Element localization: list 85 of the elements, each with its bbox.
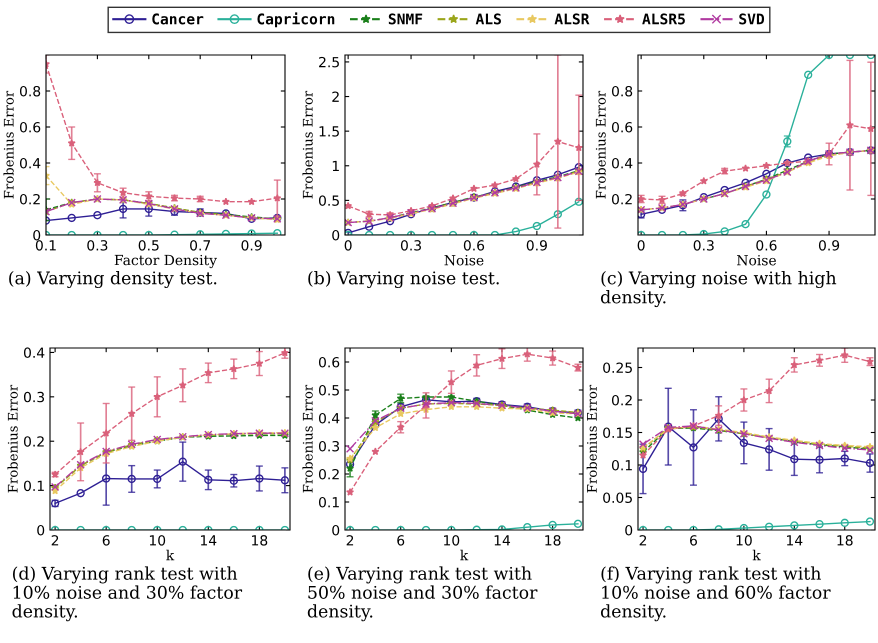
x-tick-label: 0.7 (190, 240, 210, 251)
y-axis-title: Frobenius Error (4, 90, 14, 198)
x-tick-label: 6 (397, 535, 404, 546)
legend-label: Capricorn (257, 12, 334, 28)
y-tick-label: 0.3 (318, 440, 340, 452)
x-tick-label: 10 (736, 535, 752, 546)
text: (b) Varying noise test. (308, 271, 499, 288)
y-tick-label: 0 (625, 524, 632, 536)
x-tick-label: 0.9 (526, 240, 547, 251)
y-axis-title: Frobenius Error (586, 384, 597, 492)
y-tick-label: 0.5 (318, 195, 339, 206)
y-tick-label: 0.6 (612, 122, 632, 132)
text: (f) Varying rank test with 10% noise and 60% factor density. (600, 566, 831, 622)
legend-label: ALS (476, 13, 501, 24)
x-tick-label: 2 (52, 535, 58, 546)
y-tick-label: 0.4 (612, 158, 632, 168)
x-tick-label: 18 (837, 535, 853, 546)
y-tick-label: 1 (332, 160, 339, 172)
y-tick-label: 0.25 (603, 362, 632, 373)
y-tick-label: 0.2 (24, 436, 44, 447)
y-tick-label: 0.4 (24, 347, 44, 358)
x-tick-label: 0.5 (138, 240, 159, 251)
x-tick-label: 0.6 (464, 240, 484, 251)
y-tick-label: 0.8 (20, 86, 40, 96)
legend-label: ALSR (554, 13, 590, 24)
x-tick-label: 0.3 (694, 240, 714, 251)
y-tick-label: 2.5 (319, 56, 339, 68)
x-tick-label: 2 (346, 535, 354, 546)
y-tick-label: 0.4 (318, 412, 340, 424)
y-tick-label: 0.2 (20, 194, 40, 204)
legend-label: SNMF (388, 13, 422, 24)
y-axis-title: Frobenius Error (302, 90, 313, 198)
x-tick-label: 6 (102, 535, 110, 546)
y-tick-label: 0 (33, 230, 40, 240)
legend-label: SVD (739, 13, 764, 24)
y-tick-label: 0.4 (20, 158, 40, 168)
y-tick-label: 0.6 (318, 356, 340, 368)
y-tick-label: 0.6 (20, 122, 40, 132)
y-axis-title: Frobenius Error (302, 384, 313, 492)
y-tick-label: 0.8 (612, 86, 632, 96)
y-tick-label: 0.2 (612, 394, 632, 406)
y-tick-label: 0.1 (318, 496, 339, 508)
x-axis-title: k (166, 550, 174, 560)
x-tick-label: 0.9 (818, 240, 840, 251)
x-tick-label: 18 (545, 535, 561, 546)
y-tick-label: 0.1 (612, 460, 632, 470)
text: (d) Varying rank test with 10% noise and 30% factor density. (12, 566, 242, 622)
x-tick-label: 0 (344, 240, 352, 251)
x-axis-title: k (752, 550, 761, 560)
x-tick-label: 10 (444, 535, 460, 546)
x-tick-label: 2 (640, 535, 646, 546)
x-tick-label: 0.9 (241, 240, 262, 251)
x-tick-label: 0.3 (87, 240, 108, 251)
x-tick-label: 0.6 (756, 240, 777, 251)
x-axis-title: Factor Density (114, 254, 217, 268)
x-tick-label: 14 (200, 535, 216, 546)
y-tick-label: 0.05 (603, 492, 632, 503)
legend-label: ALSR5 (642, 13, 685, 24)
y-tick-label: 0 (332, 230, 340, 240)
y-tick-label: 0.1 (24, 480, 44, 492)
x-tick-label: 10 (150, 535, 166, 546)
x-axis-title: k (460, 550, 468, 560)
y-tick-label: 2 (332, 92, 339, 102)
y-tick-label: 0.5 (318, 384, 339, 396)
text: (e) Varying rank test with 50% noise and 30% factor density. (308, 566, 538, 622)
x-tick-label: 14 (787, 535, 802, 546)
x-tick-label: 6 (690, 535, 698, 546)
text: (a) Varying density test. (9, 271, 216, 288)
y-tick-label: 0 (332, 524, 340, 536)
y-axis-title: Frobenius Error (8, 384, 18, 492)
y-tick-label: 0.15 (603, 427, 632, 438)
x-tick-label: 0 (638, 240, 645, 251)
x-axis-title: Noise (737, 255, 776, 266)
y-tick-label: 0.2 (318, 468, 339, 480)
y-tick-label: 0.2 (612, 194, 632, 204)
legend-label: Cancer (152, 13, 204, 24)
x-tick-label: 18 (252, 535, 268, 546)
x-tick-label: 14 (494, 535, 510, 546)
x-axis-title: Noise (444, 255, 484, 266)
y-tick-label: 0 (37, 524, 44, 536)
text: (c) Varying noise with high density. (600, 271, 836, 308)
y-axis-title: Frobenius Error (596, 90, 606, 198)
y-tick-label: 0.3 (24, 392, 44, 402)
y-tick-label: 1.5 (320, 126, 339, 137)
x-tick-label: 0.3 (400, 240, 421, 251)
